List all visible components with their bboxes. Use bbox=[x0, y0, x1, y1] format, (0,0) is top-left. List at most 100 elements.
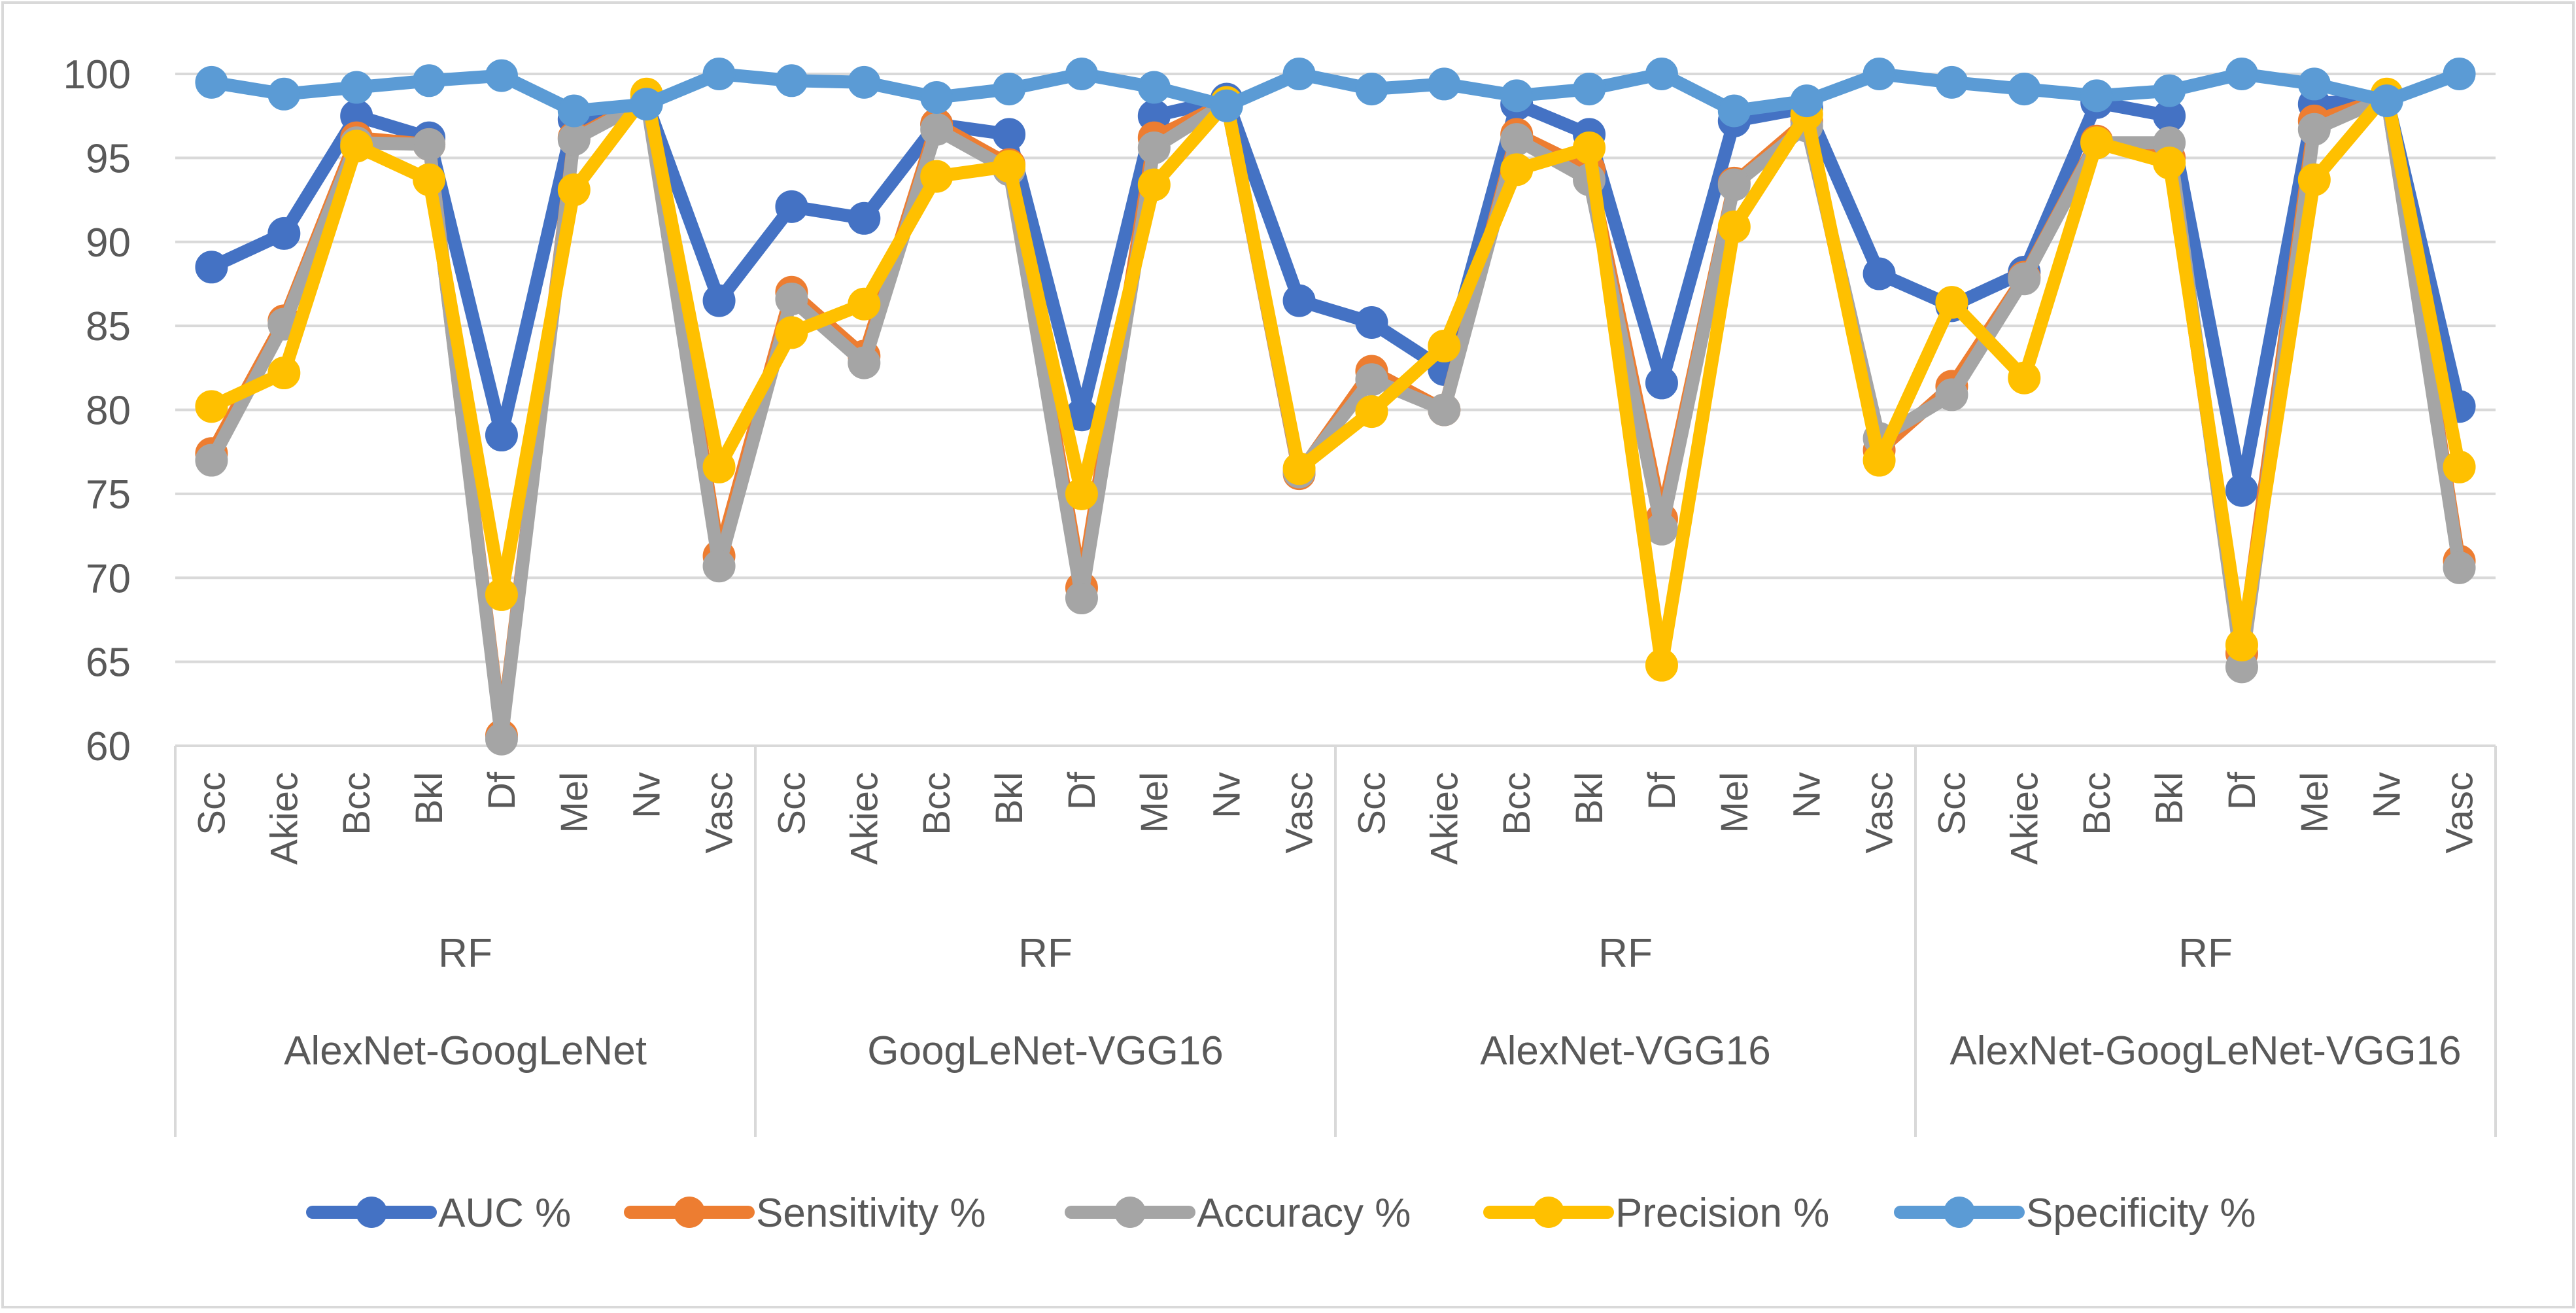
x-tick-label: Bkl bbox=[988, 772, 1031, 825]
data-point bbox=[1935, 65, 1968, 99]
legend-marker bbox=[674, 1197, 705, 1228]
x-tick-label: Mel bbox=[2293, 772, 2336, 833]
data-point bbox=[195, 65, 228, 99]
x-tick-label: Nv bbox=[1206, 772, 1248, 818]
legend-label: Accuracy % bbox=[1197, 1191, 1411, 1236]
data-point bbox=[1428, 329, 1461, 362]
y-tick-label: 75 bbox=[86, 472, 131, 517]
data-point bbox=[848, 287, 881, 321]
x-tick-label: Mel bbox=[553, 772, 596, 833]
y-tick-label: 100 bbox=[63, 52, 131, 97]
x-tick-label: Bcc bbox=[916, 772, 958, 835]
data-point bbox=[2297, 67, 2331, 101]
data-point bbox=[920, 160, 953, 193]
data-point bbox=[1282, 58, 1316, 90]
classifier-label: RF bbox=[1598, 931, 1653, 976]
legend-label: Specificity % bbox=[2026, 1191, 2256, 1236]
data-point bbox=[702, 284, 736, 317]
y-tick-label: 90 bbox=[86, 220, 131, 266]
group-label: AlexNet-GoogLeNet bbox=[284, 1028, 647, 1074]
data-point bbox=[1355, 363, 1388, 396]
data-point bbox=[775, 190, 808, 223]
x-tick-label: Bkl bbox=[2148, 772, 2191, 825]
x-tick-label: Df bbox=[2221, 771, 2263, 810]
data-point bbox=[1935, 378, 1968, 411]
legend-item: Specificity % bbox=[1894, 1191, 2256, 1236]
data-point bbox=[2443, 450, 2476, 483]
x-tick-label: Mel bbox=[1133, 772, 1176, 833]
data-point bbox=[1645, 58, 1678, 90]
x-tick-label: Nv bbox=[1786, 772, 1829, 818]
data-point bbox=[195, 251, 228, 284]
x-tick-label: Akiec bbox=[843, 772, 885, 865]
data-point bbox=[1500, 79, 1534, 113]
data-point bbox=[630, 88, 663, 121]
legend-label: Sensitivity % bbox=[756, 1191, 986, 1236]
x-tick-label: Df bbox=[1061, 771, 1103, 810]
data-point bbox=[702, 450, 736, 483]
series-specificity bbox=[195, 58, 2476, 128]
x-tick-label: Df bbox=[1641, 771, 1683, 810]
data-point bbox=[485, 59, 518, 92]
data-point bbox=[702, 58, 736, 90]
data-point bbox=[920, 113, 953, 146]
legend: AUC % Sensitivity % Accuracy % Precision % S… bbox=[306, 1191, 2256, 1236]
data-point bbox=[775, 283, 808, 316]
classifier-label: RF bbox=[438, 931, 492, 976]
x-tick-label: Bcc bbox=[335, 772, 378, 835]
data-point bbox=[1355, 306, 1388, 339]
data-point bbox=[775, 64, 808, 97]
data-point bbox=[2370, 84, 2403, 118]
y-tick-label: 70 bbox=[86, 556, 131, 601]
y-tick-label: 85 bbox=[86, 304, 131, 349]
data-point bbox=[1717, 94, 1751, 128]
data-point bbox=[1717, 210, 1751, 243]
x-tick-label: Df bbox=[481, 771, 523, 810]
data-point bbox=[2008, 73, 2041, 106]
data-point bbox=[848, 201, 881, 235]
x-tick-label: Vasc bbox=[1279, 772, 1321, 854]
y-tick-label: 80 bbox=[86, 389, 131, 434]
x-tick-label: Bcc bbox=[2076, 772, 2118, 835]
data-point bbox=[1717, 168, 1751, 201]
data-point bbox=[267, 77, 301, 111]
data-point bbox=[1210, 89, 1243, 122]
data-point bbox=[1137, 71, 1171, 104]
series bbox=[195, 58, 2476, 756]
data-point bbox=[2225, 628, 2258, 661]
data-point bbox=[195, 444, 228, 477]
x-tick-label: Akiec bbox=[263, 772, 305, 865]
data-point bbox=[340, 71, 373, 104]
data-point bbox=[2297, 113, 2331, 146]
data-point bbox=[1065, 477, 1098, 510]
legend-item: Accuracy % bbox=[1065, 1191, 1411, 1236]
data-point bbox=[775, 316, 808, 349]
data-point bbox=[413, 64, 446, 97]
data-point bbox=[1137, 168, 1171, 201]
classifier-label: RF bbox=[2178, 931, 2233, 976]
legend-marker bbox=[1114, 1197, 1146, 1228]
x-tick-label: Vasc bbox=[1859, 772, 1901, 854]
data-point bbox=[485, 419, 518, 452]
data-point bbox=[2008, 361, 2041, 394]
x-tick-label: Bkl bbox=[408, 772, 451, 825]
data-point bbox=[1863, 257, 1896, 290]
data-point bbox=[1500, 153, 1534, 186]
data-point bbox=[848, 346, 881, 379]
series-line bbox=[205, 87, 2466, 672]
data-point bbox=[195, 390, 228, 423]
gridlines bbox=[175, 73, 2496, 663]
data-point bbox=[2225, 58, 2258, 90]
data-point bbox=[1355, 73, 1388, 106]
data-point bbox=[1065, 58, 1098, 90]
data-point bbox=[1645, 366, 1678, 400]
data-point bbox=[485, 722, 518, 756]
data-point bbox=[1282, 284, 1316, 317]
data-point bbox=[1863, 444, 1896, 477]
data-point bbox=[993, 73, 1026, 106]
data-point bbox=[1500, 123, 1534, 156]
legend-marker bbox=[1533, 1197, 1564, 1228]
data-point bbox=[1282, 452, 1316, 485]
